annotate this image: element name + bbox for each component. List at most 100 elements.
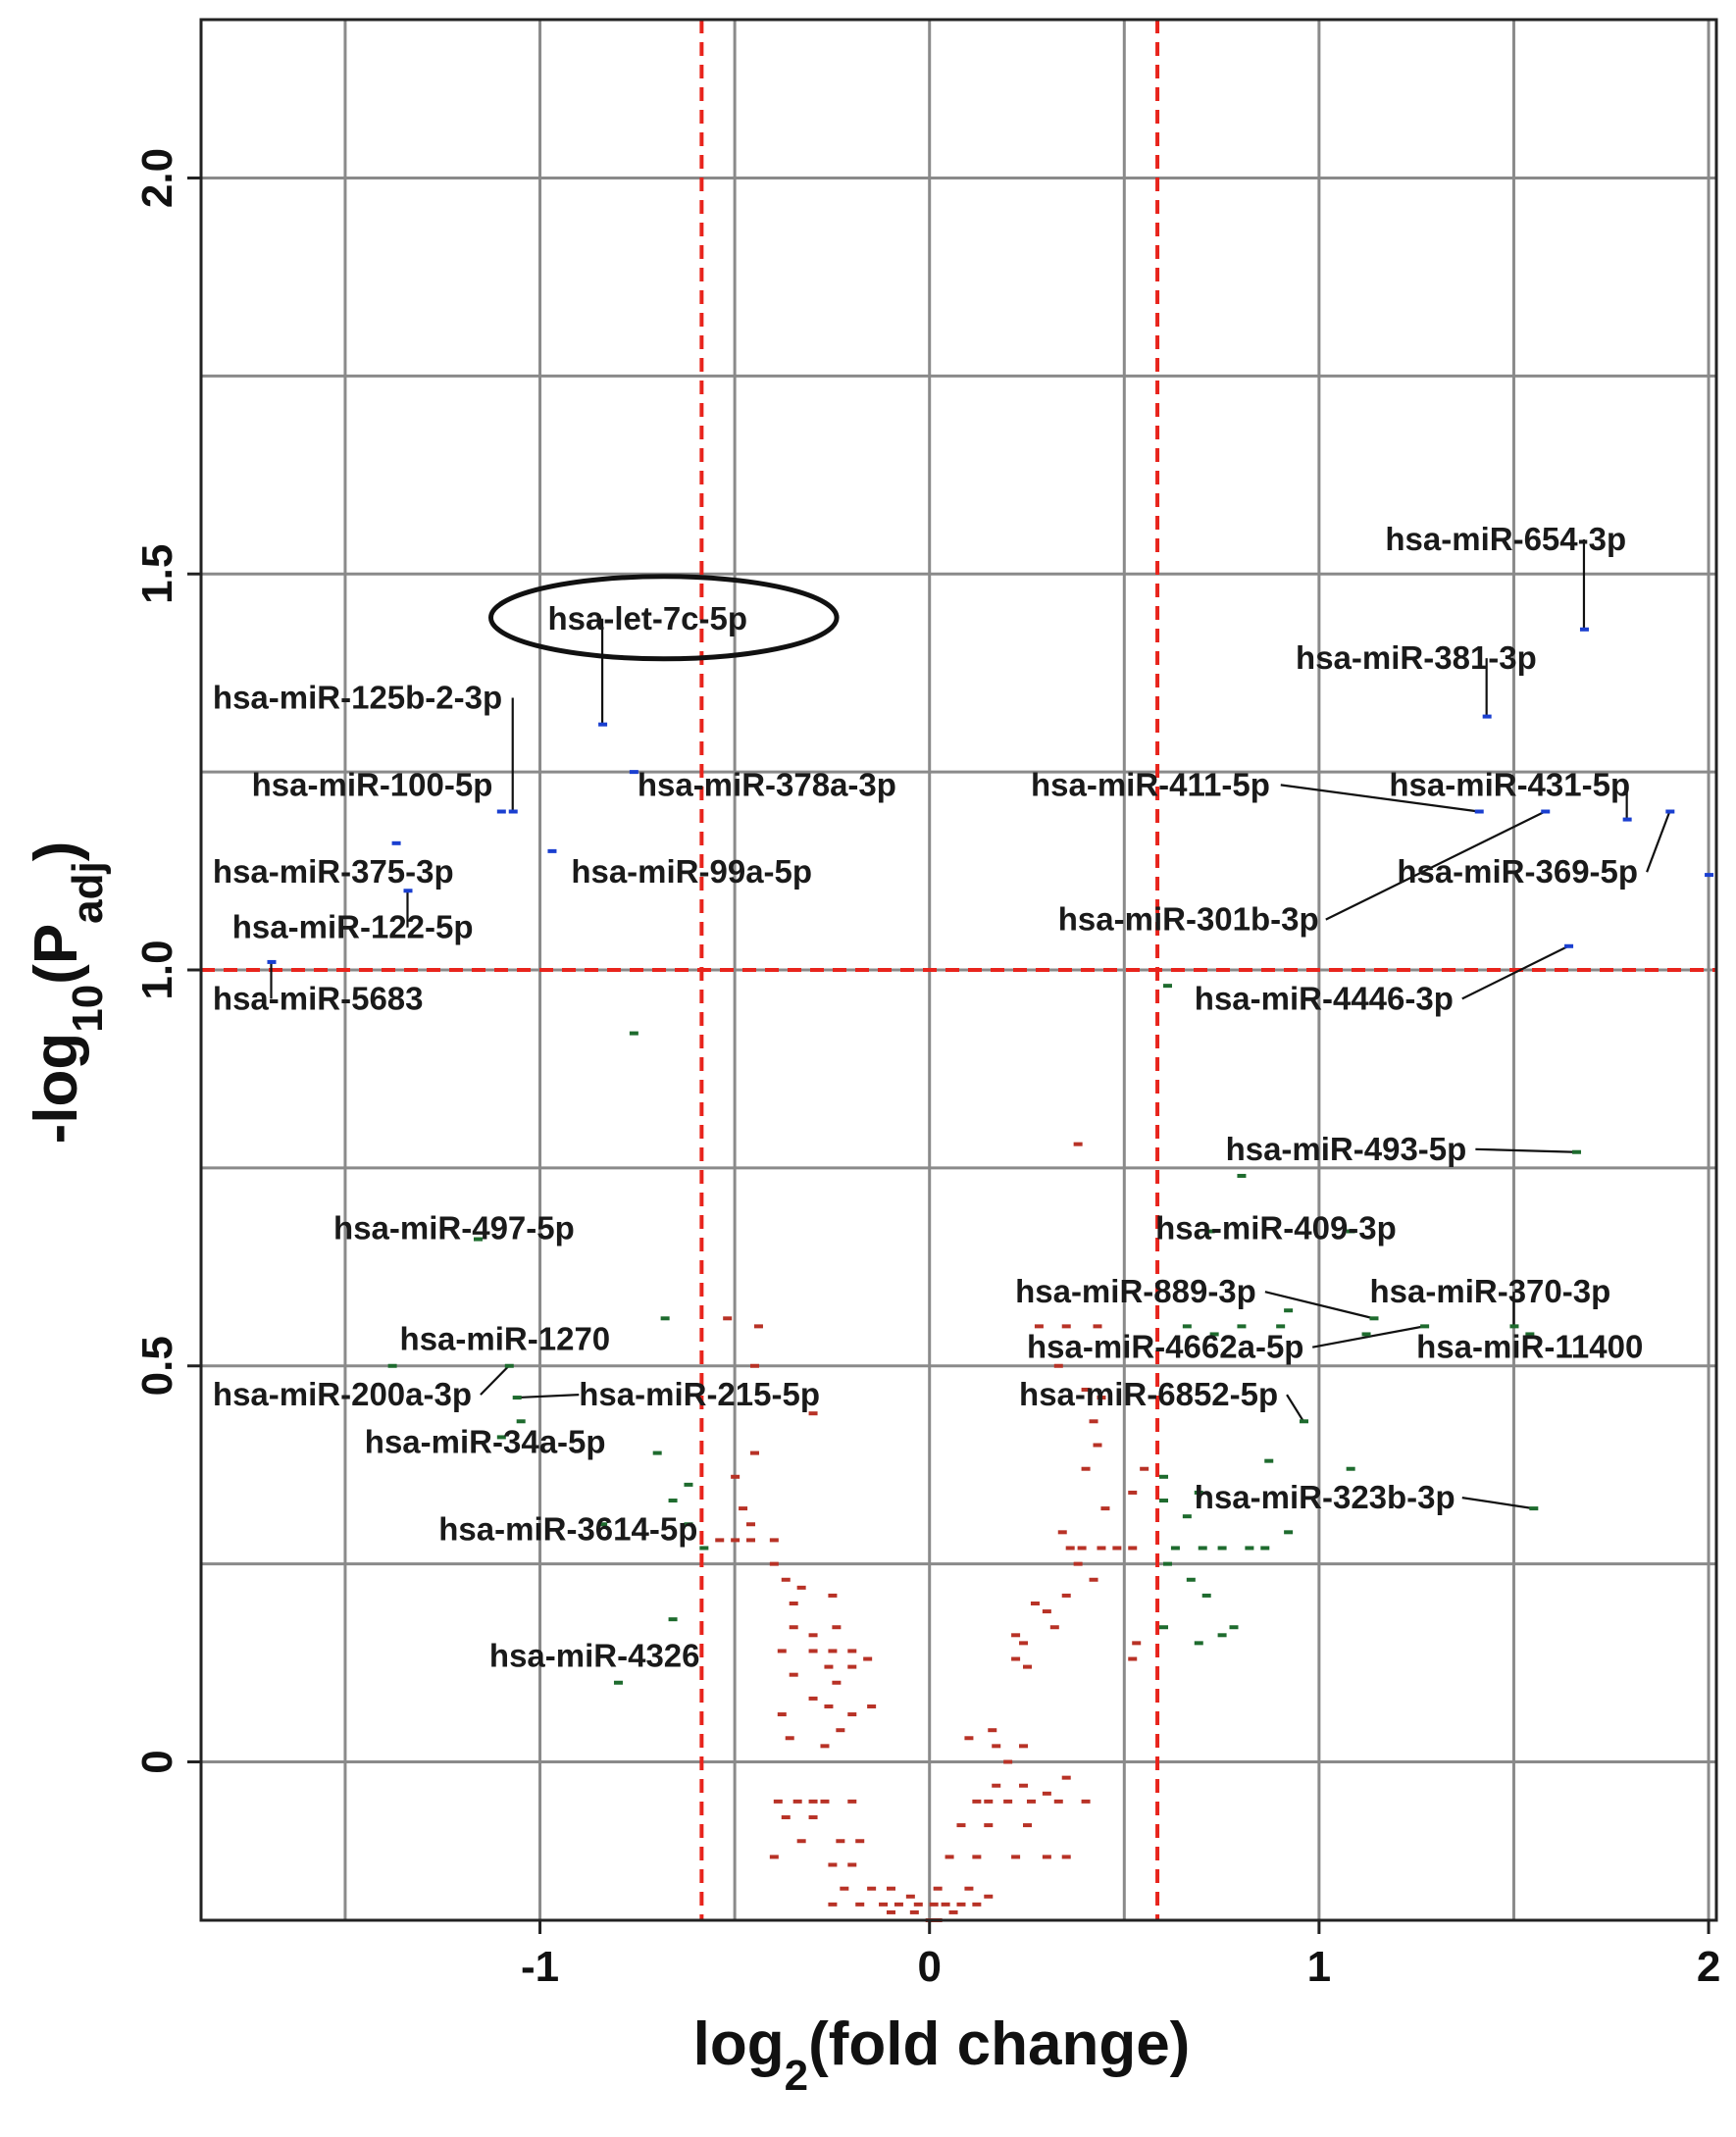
gene-label: hsa-miR-4446-3p <box>1195 980 1454 1016</box>
leader-line <box>516 1394 580 1399</box>
data-point-not_significant <box>847 1649 857 1654</box>
data-point-significant <box>1482 714 1492 719</box>
data-points <box>267 627 1714 1922</box>
data-point-not_significant <box>1128 1546 1138 1551</box>
data-point-not_significant <box>781 1815 791 1820</box>
data-point-not_significant <box>828 1862 838 1867</box>
data-point-not_significant <box>739 1506 748 1511</box>
data-point-not_significant <box>855 1839 865 1844</box>
data-point-not_significant <box>746 1522 756 1527</box>
x-axis-ticks: -1 0 1 2 <box>521 1920 1720 1991</box>
leader-line <box>1286 1394 1304 1422</box>
data-point-not_significant <box>863 1656 873 1661</box>
x-tick-label: 2 <box>1697 1943 1720 1991</box>
data-point-fold_only <box>473 1237 483 1242</box>
data-point-fold_only <box>1217 1633 1227 1638</box>
data-point-not_significant <box>879 1902 889 1907</box>
gene-label: hsa-miR-381-3p <box>1296 639 1537 676</box>
data-point-not_significant <box>1081 1466 1091 1471</box>
data-point-not_significant <box>956 1823 966 1828</box>
data-point-fold_only <box>1260 1546 1270 1551</box>
data-point-not_significant <box>1011 1656 1021 1661</box>
y-tick-label: 1.5 <box>133 544 181 604</box>
grid-lines <box>201 20 1716 1920</box>
gene-label: hsa-miR-654-3p <box>1385 521 1626 557</box>
leader-lines <box>270 539 1671 1510</box>
y-tick-label: 0 <box>133 1750 181 1773</box>
data-point-not_significant <box>1061 1324 1071 1329</box>
gene-label: hsa-miR-3614-5p <box>438 1510 697 1547</box>
data-point-not_significant <box>1034 1324 1044 1329</box>
data-point-fold_only <box>1369 1316 1379 1321</box>
data-point-not_significant <box>847 1664 857 1669</box>
data-point-fold_only <box>516 1419 526 1424</box>
leader-line <box>1325 810 1546 921</box>
data-point-fold_only <box>496 1435 506 1440</box>
data-point-fold_only <box>1194 1490 1203 1495</box>
leader-line <box>1312 1325 1425 1348</box>
data-point-not_significant <box>964 1886 974 1891</box>
data-point-not_significant <box>1042 1609 1051 1614</box>
data-point-not_significant <box>1026 1799 1036 1804</box>
data-point-not_significant <box>894 1902 903 1907</box>
data-point-not_significant <box>1049 1625 1059 1630</box>
data-point-not_significant <box>808 1649 818 1654</box>
gene-label: hsa-miR-497-5p <box>333 1210 575 1247</box>
data-point-not_significant <box>796 1839 806 1844</box>
data-point-fold_only <box>1159 1499 1169 1503</box>
data-point-not_significant <box>972 1855 982 1859</box>
leader-line <box>1461 944 1569 1000</box>
data-point-not_significant <box>746 1538 756 1543</box>
data-point-not_significant <box>777 1649 787 1654</box>
data-point-significant <box>1665 809 1675 814</box>
data-point-significant <box>267 959 277 964</box>
data-point-not_significant <box>1023 1664 1033 1669</box>
x-tick-label: 1 <box>1307 1943 1331 1991</box>
data-point-not_significant <box>820 1744 830 1749</box>
gene-label: hsa-miR-369-5p <box>1397 853 1638 890</box>
gene-label: hsa-miR-125b-2-3p <box>213 680 502 716</box>
data-point-fold_only <box>1509 1324 1519 1329</box>
data-point-fold_only <box>1245 1546 1254 1551</box>
data-point-not_significant <box>984 1823 994 1828</box>
data-point-significant <box>1579 627 1589 632</box>
data-point-significant <box>1541 809 1551 814</box>
data-point-not_significant <box>1077 1546 1087 1551</box>
data-point-not_significant <box>808 1633 818 1638</box>
data-point-fold_only <box>1182 1514 1192 1519</box>
data-point-not_significant <box>1081 1799 1091 1804</box>
data-point-not_significant <box>1093 1443 1102 1448</box>
data-point-not_significant <box>988 1728 997 1733</box>
data-point-not_significant <box>836 1728 845 1733</box>
data-point-significant <box>508 809 518 814</box>
leader-line <box>1475 1147 1577 1153</box>
data-point-not_significant <box>1061 1855 1071 1859</box>
data-point-fold_only <box>1346 1229 1355 1234</box>
y-axis-title-sub2: adj <box>64 861 112 924</box>
data-point-not_significant <box>723 1316 733 1321</box>
data-point-fold_only <box>387 1363 397 1368</box>
gene-label: hsa-miR-409-3p <box>1155 1210 1397 1247</box>
y-axis-title: -log10(Padj) <box>23 841 112 1145</box>
data-point-not_significant <box>1097 1396 1106 1400</box>
gene-label: hsa-miR-378a-3p <box>638 766 896 802</box>
data-point-not_significant <box>867 1704 877 1708</box>
data-point-not_significant <box>1019 1641 1029 1646</box>
gene-label: hsa-miR-200a-3p <box>213 1376 472 1412</box>
gene-label: hsa-miR-889-3p <box>1015 1273 1256 1309</box>
data-point-not_significant <box>789 1672 798 1677</box>
data-point-not_significant <box>1128 1656 1138 1661</box>
data-point-not_significant <box>777 1712 787 1717</box>
data-point-not_significant <box>909 1909 919 1914</box>
data-point-significant <box>391 840 401 845</box>
data-point-fold_only <box>1229 1625 1239 1630</box>
gene-label: hsa-miR-493-5p <box>1226 1131 1467 1167</box>
data-point-not_significant <box>824 1664 834 1669</box>
data-point-fold_only <box>1346 1466 1355 1471</box>
data-point-significant <box>1474 809 1484 814</box>
data-point-not_significant <box>984 1894 994 1899</box>
data-point-not_significant <box>847 1862 857 1867</box>
data-point-fold_only <box>1361 1332 1371 1337</box>
data-point-not_significant <box>867 1886 877 1891</box>
data-point-fold_only <box>1284 1308 1294 1313</box>
